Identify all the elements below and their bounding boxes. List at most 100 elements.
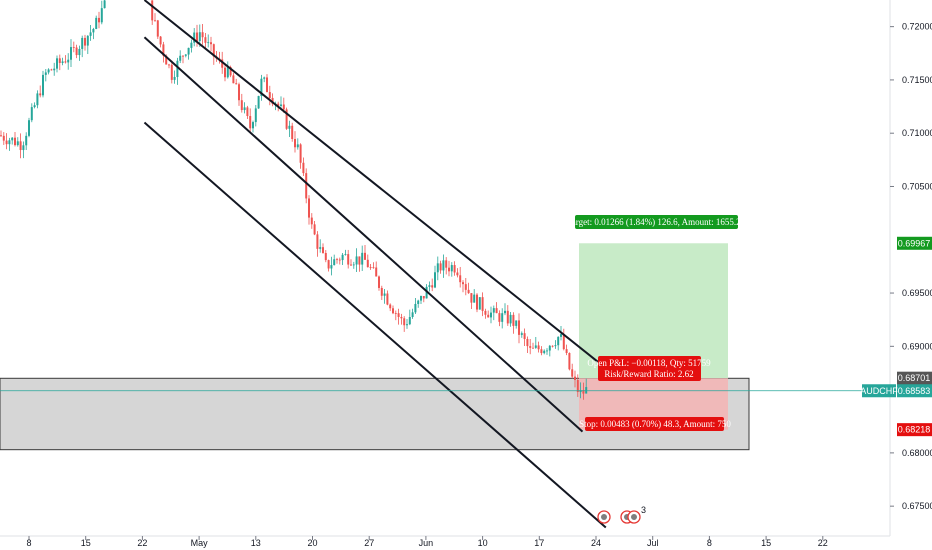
candle: [302, 157, 305, 176]
candle: [571, 363, 574, 379]
candle: [366, 254, 369, 268]
candle: [355, 248, 358, 272]
stop-box[interactable]: Stop: 0.00483 (0.70%) 48.3, Amount: 750: [579, 417, 731, 431]
candle: [347, 249, 350, 269]
candle: [397, 308, 400, 325]
candle: [464, 277, 467, 296]
candle: [442, 254, 445, 278]
candle: [162, 41, 165, 63]
candle: [39, 85, 42, 98]
candle: [268, 85, 271, 106]
event-markers[interactable]: 3: [597, 505, 646, 524]
candle: [408, 309, 411, 326]
svg-text:0.69967: 0.69967: [898, 238, 931, 248]
candle: [179, 50, 182, 64]
candle: [207, 34, 210, 48]
stop-text: Stop: 0.00483 (0.70%) 48.3, Amount: 750: [579, 419, 731, 429]
candle: [470, 293, 473, 309]
candle: [462, 280, 464, 293]
candle: [263, 76, 266, 83]
y-tick-label: 0.71500: [902, 75, 932, 85]
candle: [193, 28, 196, 47]
candle: [319, 239, 322, 253]
candle: [204, 32, 207, 49]
candle: [386, 290, 389, 306]
candle: [16, 137, 19, 147]
svg-text:AUDCHF: AUDCHF: [860, 386, 898, 396]
candle: [434, 265, 436, 289]
candle: [156, 19, 159, 39]
candle: [495, 302, 498, 314]
candle: [5, 133, 8, 150]
candle: [168, 63, 170, 69]
y-tick-label: 0.67500: [902, 501, 932, 511]
pnl-box[interactable]: Open P&L: −0.00118, Qty: 51759 Risk/Rewa…: [587, 356, 711, 381]
candle: [378, 275, 380, 291]
candle: [42, 70, 44, 98]
ratio-text: Risk/Reward Ratio: 2.62: [604, 369, 693, 379]
target-box[interactable]: Target: 0.01266 (1.84%) 126.6, Amount: 1…: [567, 215, 746, 229]
candle: [53, 62, 56, 76]
candle: [61, 57, 64, 66]
y-tick-label: 0.69500: [902, 288, 932, 298]
candle: [537, 341, 540, 353]
candle: [543, 349, 546, 355]
candle: [246, 105, 249, 119]
channel-line-middle[interactable]: [143, 36, 584, 433]
candle: [182, 55, 184, 64]
channel-lines[interactable]: [143, 0, 607, 529]
x-tick-label: 22: [137, 538, 147, 548]
symbol-label[interactable]: AUDCHF: [860, 384, 898, 398]
candle: [350, 259, 352, 266]
current-price-label: 0.68583: [897, 384, 932, 398]
target-zone[interactable]: [579, 243, 728, 379]
candle: [159, 36, 162, 48]
candle: [316, 231, 319, 257]
candle: [64, 55, 67, 64]
candle: [58, 54, 61, 71]
candle: [296, 138, 299, 150]
x-tick-label: Jul: [647, 538, 659, 548]
candle: [582, 382, 585, 400]
y-tick-label: 0.72000: [902, 22, 932, 32]
price-axis[interactable]: 0.72000 0.71500 0.71000 0.70500 0.69500 0.690…: [890, 22, 932, 512]
candle: [50, 68, 53, 71]
candle: [358, 256, 361, 272]
candle: [389, 303, 392, 312]
candle: [417, 299, 420, 308]
candle: [288, 120, 291, 138]
candle: [313, 221, 316, 236]
time-axis[interactable]: 8 15 22 May 13 20 27 Jun 10 17 24 Jul 8 15 22: [26, 536, 828, 548]
x-tick-label: 24: [591, 538, 601, 548]
candle: [67, 53, 70, 70]
candle: [327, 259, 330, 272]
candle: [364, 245, 366, 260]
candle: [0, 130, 2, 137]
candle: [422, 296, 425, 303]
candle: [240, 93, 243, 113]
candle: [529, 338, 532, 355]
x-tick-label: 27: [364, 538, 374, 548]
candle: [22, 141, 25, 159]
candle: [540, 346, 543, 356]
candle: [72, 41, 75, 53]
candle: [249, 108, 252, 134]
candle: [394, 310, 397, 321]
x-tick-label: 15: [81, 538, 91, 548]
candle: [210, 36, 212, 52]
candle: [557, 336, 560, 351]
candle: [369, 263, 372, 270]
candle: [515, 320, 518, 329]
candle: [47, 68, 50, 75]
channel-line-upper[interactable]: [143, 0, 602, 366]
candle: [534, 336, 537, 349]
candle: [19, 133, 22, 159]
candle: [336, 257, 338, 264]
candle: [478, 297, 481, 310]
candle: [28, 117, 30, 138]
candle: [25, 132, 28, 150]
channel-line-lower[interactable]: [143, 121, 607, 529]
candle: [176, 57, 179, 85]
candle: [576, 374, 579, 397]
